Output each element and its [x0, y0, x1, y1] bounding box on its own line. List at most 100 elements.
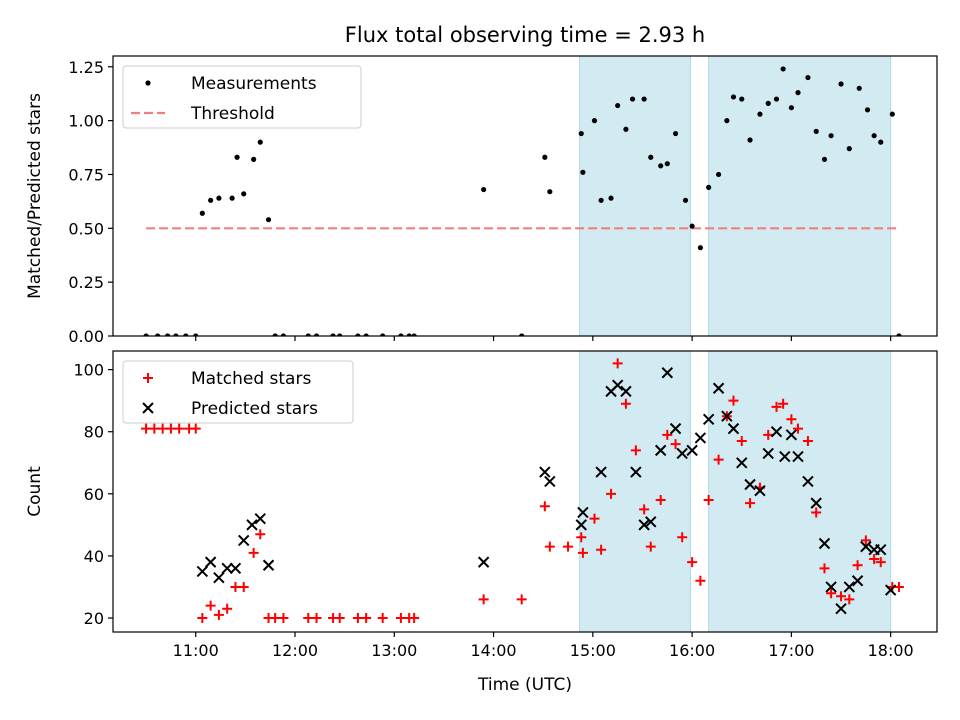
- measurement-point: [591, 118, 598, 124]
- predicted-star-point: [721, 410, 733, 422]
- predicted-star-point: [638, 519, 650, 531]
- measurement-point: [813, 128, 819, 134]
- x-tick-label: 18:00: [868, 641, 914, 660]
- x-tick-label: 13:00: [371, 641, 417, 660]
- measurement-point: [846, 146, 852, 152]
- matched-star-point: [687, 557, 698, 568]
- matched-star-point: [630, 445, 641, 456]
- measurement-point: [672, 130, 679, 137]
- y-tick-label: 0.75: [68, 165, 104, 184]
- top-panel: 0.00 0.25 0.50 0.75 1.00 1.25 Matched/Predicte…: [25, 55, 938, 346]
- measurement-point: [305, 333, 311, 336]
- measurement-point: [658, 163, 664, 169]
- legend-label: Predicted stars: [191, 399, 318, 419]
- measurement-point: [272, 333, 278, 336]
- measurement-point: [313, 333, 320, 336]
- matched-star-point: [213, 609, 224, 620]
- legend-marker-matched: [143, 373, 153, 383]
- predicted-star-point: [196, 565, 209, 578]
- predicted-star-point: [262, 559, 275, 571]
- predicted-star-point: [875, 544, 887, 556]
- predicted-star-point: [736, 457, 748, 469]
- measurement-point: [623, 126, 629, 132]
- measurement-point: [838, 81, 844, 87]
- matched-star-point: [802, 436, 813, 447]
- legend-label: Measurements: [191, 74, 317, 94]
- matched-star-point: [695, 575, 706, 586]
- matched-star-point: [645, 541, 656, 552]
- plot-area: [141, 351, 904, 632]
- matched-star-point: [563, 541, 574, 552]
- measurement-point: [234, 154, 240, 160]
- axes-frame: [112, 350, 938, 633]
- predicted-star-point: [860, 540, 872, 553]
- predicted-star-point: [676, 447, 688, 460]
- measurement-point: [828, 133, 834, 139]
- measurement-point: [406, 333, 412, 336]
- y-tick-label: 1.00: [68, 112, 104, 131]
- predicted-star-point: [754, 485, 766, 497]
- matched-star-point: [596, 544, 607, 555]
- measurement-point: [878, 139, 884, 145]
- predicted-star-point: [712, 382, 725, 394]
- x-tick-label: 14:00: [471, 641, 517, 660]
- measurement-point: [598, 197, 604, 203]
- measurement-point: [689, 223, 695, 229]
- y-tick-label: 40: [84, 547, 104, 566]
- predicted-star-point: [213, 571, 225, 584]
- y-tick-label: 0.50: [68, 219, 104, 238]
- series-predicted-stars: [196, 367, 897, 615]
- predicted-star-point: [620, 385, 632, 398]
- matched-star-point: [893, 581, 904, 592]
- predicted-star-point: [694, 432, 707, 444]
- matched-star-point: [819, 563, 830, 574]
- axes-frame: [112, 55, 938, 337]
- y-tick-label: 1.25: [68, 58, 104, 77]
- matched-star-point: [197, 613, 208, 624]
- matched-star-point: [670, 439, 681, 450]
- y-tick-label: 60: [84, 485, 104, 504]
- predicted-star-point: [810, 497, 822, 509]
- matched-star-point: [278, 613, 289, 624]
- x-tick-label: 11:00: [173, 641, 219, 660]
- measurement-point: [757, 111, 763, 117]
- measurement-point: [889, 111, 895, 117]
- measurement-point: [542, 154, 548, 160]
- measurement-point: [715, 171, 722, 178]
- predicted-star-point: [851, 575, 864, 587]
- observing-interval-shade: [708, 56, 892, 336]
- predicted-star-point: [727, 422, 740, 435]
- measurement-point: [648, 154, 654, 160]
- predicted-star-point: [630, 466, 642, 478]
- measurement-point: [208, 197, 214, 203]
- matched-star-point: [248, 547, 259, 558]
- series-measurements: [143, 66, 902, 336]
- measurement-point: [337, 333, 343, 336]
- matched-star-point: [677, 532, 688, 543]
- matched-star-point: [713, 454, 724, 465]
- predicted-star-point: [544, 475, 556, 488]
- y-tick-label: 0.25: [68, 273, 104, 292]
- measurement-point: [165, 333, 171, 336]
- measurement-point: [773, 96, 780, 102]
- matched-star-point: [222, 603, 233, 614]
- measurement-point: [664, 161, 670, 167]
- matched-star-point: [655, 495, 666, 506]
- matched-star-point: [836, 591, 847, 602]
- predicted-star-point: [702, 413, 715, 426]
- measurement-point: [765, 100, 771, 106]
- measurement-point: [155, 333, 161, 336]
- predicted-star-point: [238, 534, 250, 547]
- measurement-point: [355, 333, 361, 336]
- measurement-point: [856, 85, 862, 91]
- matched-star-point: [361, 613, 372, 624]
- legend-box: [122, 65, 362, 129]
- y-tick-label: 20: [84, 609, 104, 628]
- predicted-star-point: [785, 429, 798, 441]
- measurement-point: [805, 74, 811, 81]
- matched-star-point: [728, 395, 739, 406]
- measurement-point: [697, 245, 703, 251]
- predicted-star-point: [229, 562, 242, 575]
- predicted-star-point: [246, 519, 258, 531]
